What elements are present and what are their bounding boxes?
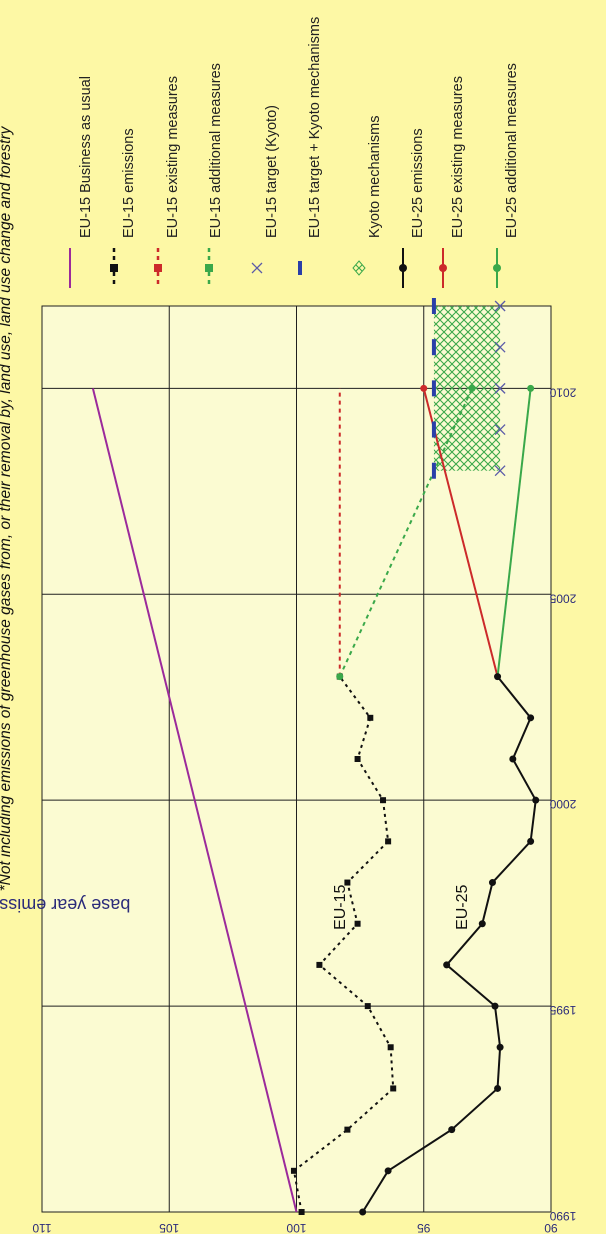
legend-swatch-1 xyxy=(110,248,118,288)
legend-swatch-7 xyxy=(399,248,407,288)
eu15-target-mechanism-marker xyxy=(431,380,436,397)
eu25-emissions-point xyxy=(494,673,502,681)
eu25-emissions-point xyxy=(527,714,535,722)
eu15-target-cross xyxy=(494,341,506,353)
legend-label-5: EU-15 target + Kyoto mechanisms xyxy=(307,17,323,238)
legend-mark xyxy=(251,262,263,274)
eu15-target-cross xyxy=(494,300,506,312)
eu15-target-mechanism-marker xyxy=(431,462,436,479)
eu15-emissions-point xyxy=(387,1044,394,1051)
eu15-target-cross xyxy=(494,382,506,394)
legend-label-7: EU-25 emissions xyxy=(410,128,426,238)
eu15-additional-measures-line xyxy=(338,387,474,678)
y-tick-label: 90 xyxy=(544,1221,558,1234)
legend-mark xyxy=(298,261,302,275)
legend-mark xyxy=(399,264,407,272)
eu15-emissions-line xyxy=(292,676,395,1213)
eu15-emissions-point xyxy=(380,797,387,804)
kyoto-mechanisms-area xyxy=(433,306,501,471)
legend-mark xyxy=(205,264,213,272)
series-end-point xyxy=(527,384,535,392)
eu15-emissions-point xyxy=(290,1167,297,1174)
eu25-additional-measures-line xyxy=(496,388,532,677)
legend-swatch-8 xyxy=(439,248,447,288)
annotation-label: EU-15 xyxy=(332,884,349,929)
eu-measures-start-point xyxy=(336,673,344,681)
x-tick-label: 2005 xyxy=(549,591,576,605)
legend-mark xyxy=(352,260,366,276)
x-tick-label: 2010 xyxy=(549,385,576,399)
eu15-target-cross xyxy=(494,424,506,436)
legend-label-4: EU-15 target (Kyoto) xyxy=(264,105,280,238)
eu25-existing-measures-line xyxy=(422,388,499,677)
eu25-emissions-point xyxy=(527,837,535,845)
legend-mark xyxy=(493,264,501,272)
eu15-target-mechanism-marker xyxy=(431,298,436,314)
legend-label-6: Kyoto mechanisms xyxy=(367,116,383,239)
legend-swatch-5 xyxy=(298,261,302,275)
legend-mark xyxy=(154,264,162,272)
legend-mark xyxy=(439,264,447,272)
eu25-emissions-point xyxy=(491,1002,499,1010)
eu25-emissions-point xyxy=(384,1167,392,1175)
eu25-emissions-point xyxy=(488,879,496,887)
eu15-emissions-point xyxy=(344,1126,351,1133)
eu25-emissions-point xyxy=(532,796,540,804)
eu15-emissions-point xyxy=(354,756,361,762)
y-axis-label: base year emissions=100 xyxy=(0,895,130,915)
eu25-emissions-point xyxy=(478,920,486,928)
x-tick-label: 2000 xyxy=(549,797,576,811)
eu25-emissions-point xyxy=(448,1126,456,1134)
eu15-emissions-point xyxy=(316,961,323,968)
y-tick-label: 100 xyxy=(286,1221,306,1234)
eu25-emissions-point xyxy=(359,1208,367,1216)
eu15-target-mechanism-marker xyxy=(431,339,436,356)
series-end-point xyxy=(468,384,476,392)
eu15-emissions-point xyxy=(364,1003,371,1010)
eu25-emissions-point xyxy=(494,1084,502,1092)
legend-swatch-2 xyxy=(154,248,162,288)
legend-label-2: EU-15 existing measures xyxy=(165,76,181,238)
eu25-emissions-point xyxy=(509,755,517,763)
eu15-emissions-point xyxy=(390,1085,397,1092)
legend-label-8: EU-25 existing measures xyxy=(450,76,466,238)
legend-label-0: EU-15 Business as usual xyxy=(78,76,94,238)
x-tick-label: 1995 xyxy=(549,1003,576,1017)
legend-swatch-4 xyxy=(251,262,263,274)
eu15-emissions-point xyxy=(344,879,351,886)
eu15-emissions-point xyxy=(367,714,374,721)
eu15-emissions-point xyxy=(385,838,392,845)
eu25-emissions-point xyxy=(443,961,451,969)
legend-label-1: EU-15 emissions xyxy=(121,128,137,238)
legend-swatch-6 xyxy=(352,260,366,276)
legend-swatch-9 xyxy=(493,248,501,288)
eu15-emissions-point xyxy=(354,920,361,927)
eu15-target-mechanism-marker xyxy=(431,421,436,438)
legend-label-3: EU-15 additional measures xyxy=(208,63,224,238)
legend-label-9: EU-25 additional measures xyxy=(504,63,520,238)
eu15-emissions-point xyxy=(298,1209,305,1215)
eu25-emissions-point xyxy=(496,1043,504,1051)
footnote: *Not including emissions of greenhouse g… xyxy=(0,125,14,891)
series-end-point xyxy=(420,384,428,392)
y-tick-label: 95 xyxy=(417,1221,431,1234)
x-tick-label: 1990 xyxy=(549,1209,576,1223)
y-tick-label: 105 xyxy=(159,1221,179,1234)
eu15-bau-line xyxy=(91,388,298,1213)
annotation-label: EU-25 xyxy=(454,884,471,929)
eu25-emissions-line xyxy=(361,676,537,1213)
eu15-target-cross xyxy=(494,465,506,477)
legend-swatch-3 xyxy=(205,248,213,288)
y-tick-label: 110 xyxy=(32,1221,51,1234)
legend-mark xyxy=(110,264,118,272)
